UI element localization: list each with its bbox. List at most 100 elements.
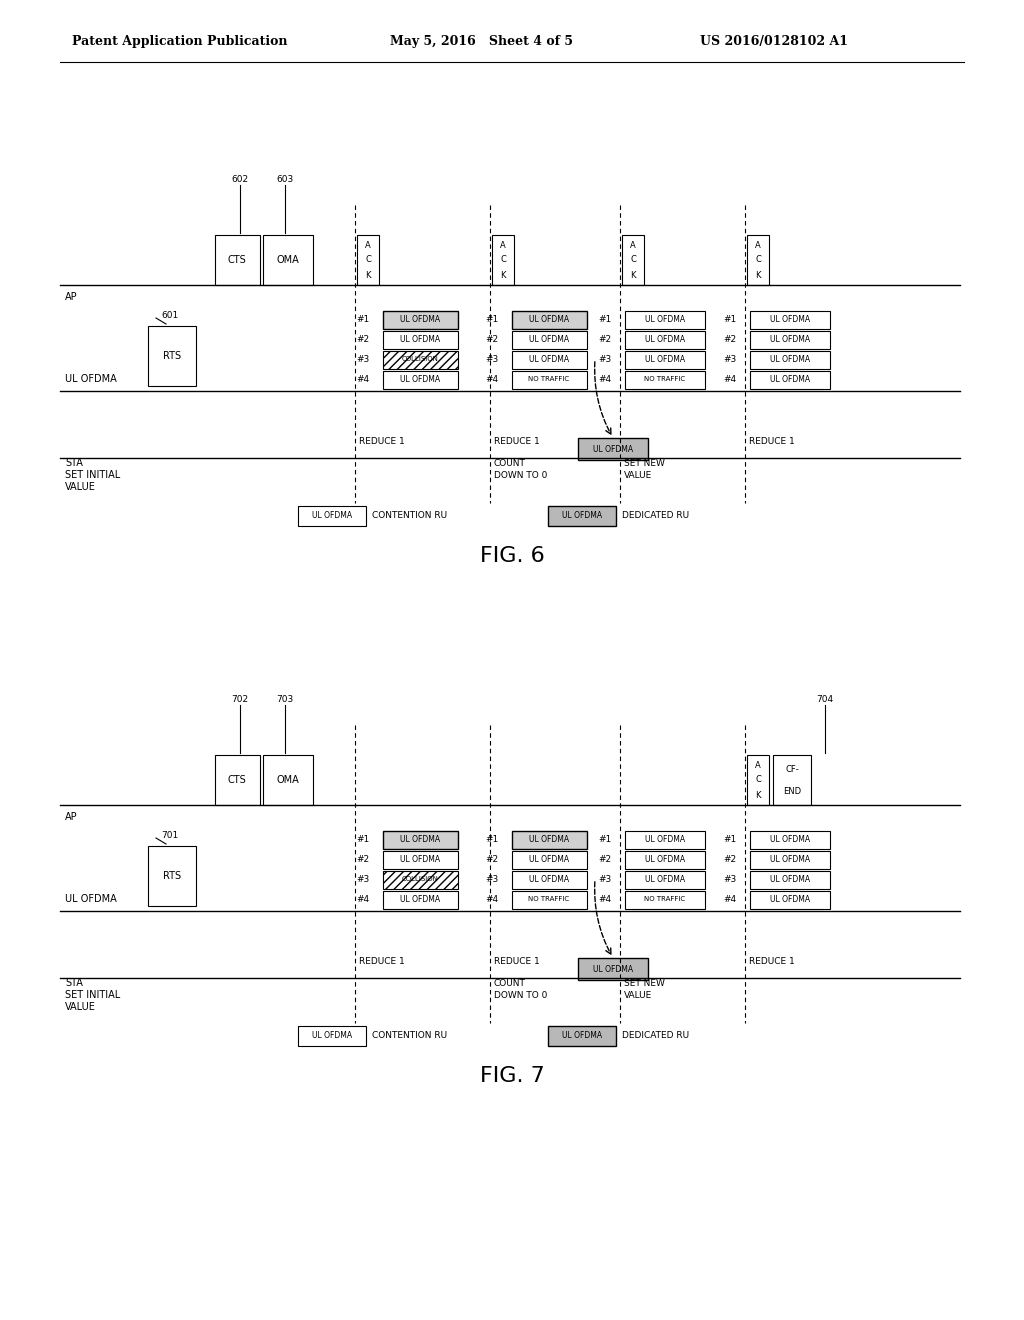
Text: K: K	[501, 271, 506, 280]
Text: REDUCE 1: REDUCE 1	[359, 437, 404, 446]
Bar	[148, 846, 196, 906]
Text: VALUE: VALUE	[65, 482, 96, 492]
Bar	[625, 351, 705, 370]
Text: UL OFDMA: UL OFDMA	[65, 374, 117, 384]
Text: 602: 602	[231, 176, 249, 185]
Text: 702: 702	[231, 696, 249, 705]
Text: #4: #4	[485, 375, 499, 384]
Bar	[750, 832, 830, 849]
Text: UL OFDMA: UL OFDMA	[645, 854, 685, 863]
Text: END: END	[783, 787, 801, 796]
Text: UL OFDMA: UL OFDMA	[400, 375, 440, 384]
Text: OMA: OMA	[276, 255, 299, 265]
Text: A: A	[630, 240, 636, 249]
Text: UL OFDMA: UL OFDMA	[770, 314, 810, 323]
Text: #4: #4	[723, 375, 736, 384]
Text: NO TRAFFIC: NO TRAFFIC	[528, 376, 569, 381]
Bar	[383, 851, 458, 869]
Text: VALUE: VALUE	[65, 1002, 96, 1012]
Bar	[625, 371, 705, 389]
Text: #1: #1	[485, 314, 499, 323]
Text: K: K	[756, 271, 761, 280]
Text: COUNT: COUNT	[494, 978, 526, 987]
Text: #4: #4	[723, 895, 736, 903]
Text: COLLISION: COLLISION	[401, 876, 438, 882]
Bar	[750, 891, 830, 909]
Text: UL OFDMA: UL OFDMA	[400, 314, 440, 323]
Text: #2: #2	[598, 334, 611, 343]
Text: UL OFDMA: UL OFDMA	[770, 834, 810, 843]
Bar	[625, 331, 705, 348]
Text: UL OFDMA: UL OFDMA	[593, 445, 633, 454]
Bar	[622, 235, 644, 285]
Bar	[263, 755, 313, 805]
Text: C: C	[366, 256, 371, 264]
Text: #3: #3	[356, 874, 370, 883]
Text: #4: #4	[485, 895, 499, 903]
Text: REDUCE 1: REDUCE 1	[494, 437, 540, 446]
Bar	[512, 871, 587, 888]
Text: #3: #3	[723, 874, 736, 883]
Text: DOWN TO 0: DOWN TO 0	[494, 470, 548, 479]
Bar	[750, 351, 830, 370]
Bar	[578, 438, 648, 459]
Bar	[263, 235, 313, 285]
Text: #4: #4	[356, 375, 370, 384]
Text: UL OFDMA: UL OFDMA	[529, 355, 569, 363]
Text: CONTENTION RU: CONTENTION RU	[372, 1031, 447, 1040]
Bar	[750, 851, 830, 869]
Bar	[746, 755, 769, 805]
Bar	[215, 235, 260, 285]
Text: UL OFDMA: UL OFDMA	[400, 834, 440, 843]
Text: SET INITIAL: SET INITIAL	[65, 470, 120, 480]
Bar	[383, 832, 458, 849]
Text: UL OFDMA: UL OFDMA	[312, 1031, 352, 1040]
Bar	[578, 958, 648, 979]
Text: #4: #4	[598, 375, 611, 384]
Bar	[773, 755, 811, 805]
Text: #2: #2	[356, 854, 370, 863]
Text: UL OFDMA: UL OFDMA	[770, 874, 810, 883]
Text: CF-: CF-	[785, 764, 799, 774]
Text: UL OFDMA: UL OFDMA	[645, 314, 685, 323]
Text: #4: #4	[356, 895, 370, 903]
Text: UL OFDMA: UL OFDMA	[529, 834, 569, 843]
Text: COLLISION: COLLISION	[401, 356, 438, 362]
Bar	[383, 331, 458, 348]
Text: REDUCE 1: REDUCE 1	[359, 957, 404, 966]
Text: C: C	[500, 256, 506, 264]
Bar	[512, 891, 587, 909]
Text: #2: #2	[723, 334, 736, 343]
Text: A: A	[500, 240, 506, 249]
Bar	[492, 235, 514, 285]
Text: #1: #1	[598, 834, 611, 843]
Text: #3: #3	[723, 355, 736, 363]
Bar	[625, 312, 705, 329]
Text: UL OFDMA: UL OFDMA	[770, 895, 810, 903]
Text: #2: #2	[485, 334, 499, 343]
Text: AP: AP	[65, 292, 78, 302]
Bar	[750, 871, 830, 888]
Bar	[750, 371, 830, 389]
Bar	[512, 851, 587, 869]
Text: #4: #4	[598, 895, 611, 903]
Bar	[298, 506, 366, 525]
Bar	[215, 755, 260, 805]
Text: #3: #3	[485, 874, 499, 883]
Text: A: A	[755, 240, 761, 249]
Text: UL OFDMA: UL OFDMA	[593, 965, 633, 974]
Text: STA: STA	[65, 978, 83, 987]
Text: UL OFDMA: UL OFDMA	[645, 334, 685, 343]
Text: AP: AP	[65, 812, 78, 822]
Bar	[625, 851, 705, 869]
Text: SET NEW: SET NEW	[624, 458, 665, 467]
Bar	[625, 891, 705, 909]
Text: STA: STA	[65, 458, 83, 469]
Text: US 2016/0128102 A1: US 2016/0128102 A1	[700, 36, 848, 49]
Text: UL OFDMA: UL OFDMA	[529, 314, 569, 323]
Bar	[512, 331, 587, 348]
Text: DEDICATED RU: DEDICATED RU	[622, 1031, 689, 1040]
Text: FIG. 6: FIG. 6	[479, 546, 545, 566]
Bar	[548, 506, 616, 525]
Text: #3: #3	[356, 355, 370, 363]
